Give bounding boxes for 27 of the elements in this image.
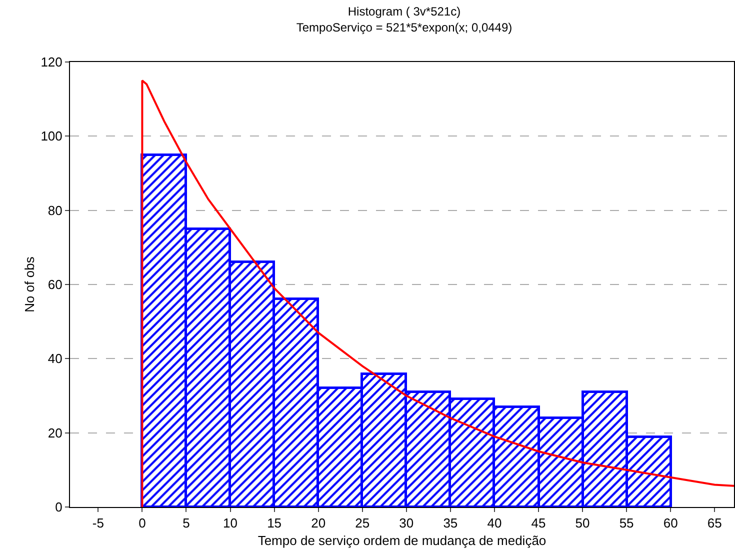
- x-tick-label: 20: [311, 516, 326, 531]
- line-series: [141, 80, 734, 507]
- x-tick-label: 30: [399, 516, 414, 531]
- x-tick-label: 10: [223, 516, 238, 531]
- x-tick-label: 40: [487, 516, 502, 531]
- x-tick-label: 5: [182, 516, 190, 531]
- x-tick-label: 60: [663, 516, 678, 531]
- x-tick-label: 45: [531, 516, 546, 531]
- y-tick-label: 100: [40, 128, 62, 144]
- x-tick-label: 25: [355, 516, 370, 531]
- y-tick-label: 20: [48, 425, 62, 440]
- x-axis-title: Tempo de serviço ordem de mudança de medição: [258, 533, 546, 548]
- x-tick-label: 55: [619, 516, 634, 531]
- x-tick-label: 50: [575, 516, 590, 531]
- x-tick-label: 15: [267, 516, 282, 531]
- y-axis-title: No of obs: [22, 256, 37, 312]
- chart-subtitle: TempoServiço = 521*5*expon(x; 0,0449): [296, 20, 512, 34]
- y-tick-label: 60: [48, 277, 62, 292]
- x-tick-label: 35: [443, 516, 458, 531]
- x-tick-label: 0: [138, 516, 146, 531]
- x-tick-label: 65: [707, 516, 722, 531]
- chart-title: Histogram ( 3v*521c): [348, 4, 461, 19]
- x-tick-label: -5: [92, 516, 104, 531]
- y-tick-label: 0: [55, 500, 62, 515]
- y-tick-label: 40: [48, 351, 62, 366]
- y-tick-label: 120: [40, 54, 62, 70]
- y-tick-label: 80: [48, 202, 62, 218]
